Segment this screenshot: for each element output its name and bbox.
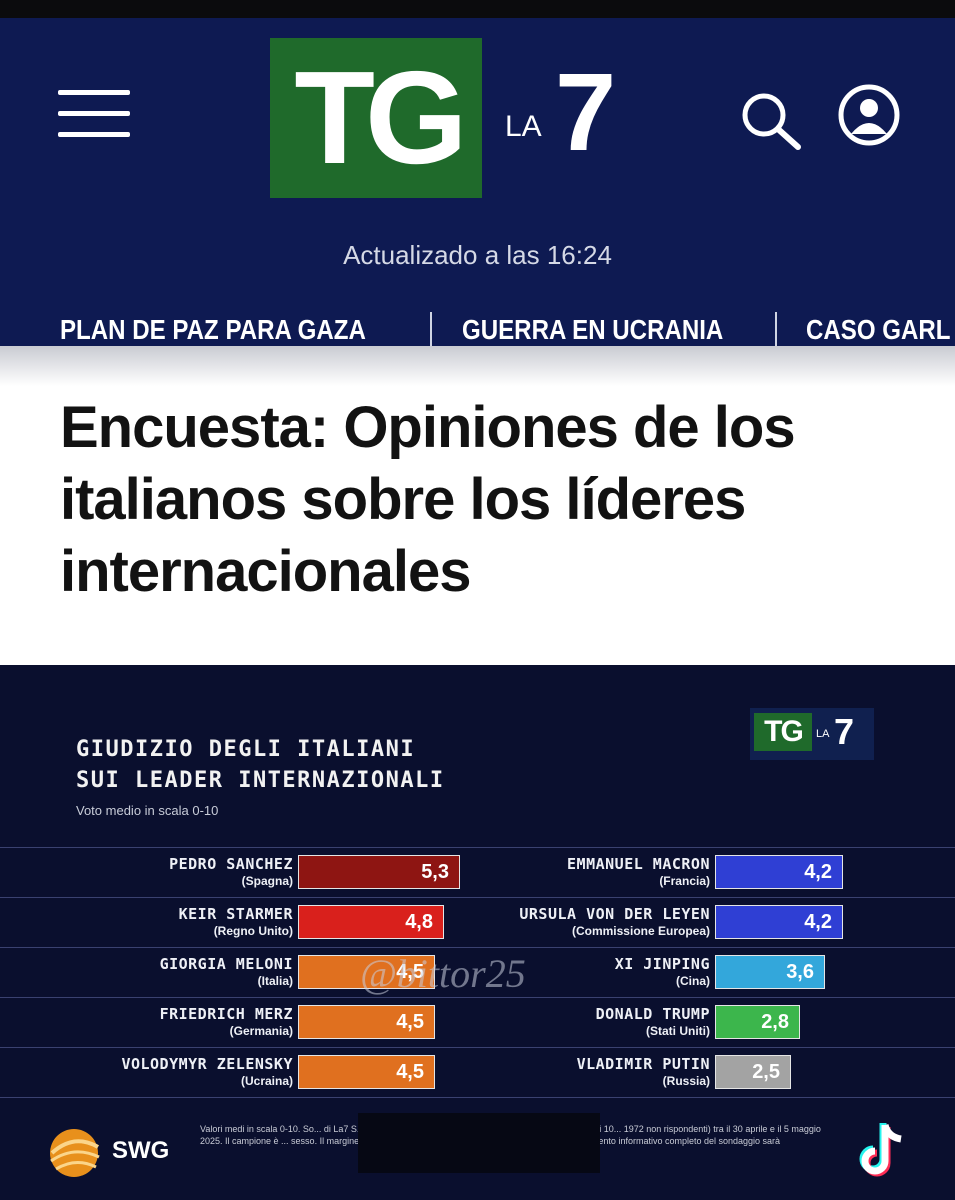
bar-value-donald-trump: 2,8 (761, 1011, 789, 1033)
bar-value-xi-jinping: 3,6 (786, 961, 814, 983)
header-shadow (0, 346, 955, 386)
tiktok-icon (859, 1123, 902, 1177)
leader-name-vladimir-putin: VLADIMIR PUTIN (576, 1055, 710, 1073)
watermark: @bittor25 (360, 951, 526, 996)
bar-xi-jinping: 3,6 (715, 955, 825, 989)
bar-donald-trump: 2,8 (715, 1005, 800, 1039)
topic-gaza[interactable]: PLAN DE PAZ PARA GAZA (60, 314, 366, 345)
leader-name-friedrich-merz: FRIEDRICH MERZ (159, 1005, 293, 1023)
row-divider (0, 1047, 955, 1048)
menu-icon-bar (58, 111, 130, 116)
bar-friedrich-merz: 4,5 (298, 1005, 435, 1039)
user-icon (838, 84, 900, 146)
leader-country-vladimir-putin: (Russia) (662, 1074, 710, 1088)
mini-logo-la: LA (816, 728, 830, 740)
topic-nav: PLAN DE PAZ PARA GAZA GUERRA EN UCRANIA … (0, 308, 955, 352)
swg-globe-icon (50, 1129, 100, 1177)
leader-country-keir-starmer: (Regno Unito) (213, 924, 293, 938)
bar-value-volodymyr-zelensky: 4,5 (396, 1061, 424, 1083)
chart-subtitle: Voto medio in scala 0-10 (76, 803, 219, 818)
row-divider (0, 897, 955, 898)
leader-country-volodymyr-zelensky: (Ucraina) (240, 1074, 293, 1088)
row-divider (0, 997, 955, 998)
leader-name-donald-trump: DONALD TRUMP (595, 1005, 710, 1023)
menu-button[interactable] (58, 90, 130, 138)
topic-ucrania[interactable]: GUERRA EN UCRANIA (462, 314, 724, 345)
bar-emmanuel-macron: 4,2 (715, 855, 843, 889)
leader-country-emmanuel-macron: (Francia) (659, 874, 710, 888)
bar-ursula-von-der-leyen: 4,2 (715, 905, 843, 939)
chart-title-line2: SUI LEADER INTERNAZIONALI (76, 768, 445, 793)
updated-time: Actualizado a las 16:24 (343, 240, 612, 270)
leader-country-ursula-von-der-leyen: (Commissione Europea) (571, 924, 710, 938)
leader-name-giorgia-meloni: GIORGIA MELONI (159, 955, 293, 973)
tg-la7-mini-logo: TG LA 7 (750, 708, 874, 760)
logo-la-text: LA (505, 110, 542, 143)
swg-source-label: SWG (112, 1137, 170, 1164)
leader-country-giorgia-meloni: (Italia) (257, 974, 293, 988)
leader-country-donald-trump: (Stati Uniti) (646, 1024, 710, 1038)
leader-name-keir-starmer: KEIR STARMER (178, 905, 293, 923)
bar-keir-starmer: 4,8 (298, 905, 444, 939)
bar-pedro-sanchez: 5,3 (298, 855, 460, 889)
logo-seven-text: 7 (555, 51, 617, 174)
leader-country-xi-jinping: (Cina) (676, 974, 710, 988)
mini-logo-seven: 7 (834, 711, 855, 752)
leader-country-friedrich-merz: (Germania) (229, 1024, 293, 1038)
menu-icon-bar (58, 132, 130, 137)
top-strip (0, 0, 955, 18)
topic-divider (775, 312, 777, 348)
redaction-block (358, 1113, 600, 1173)
search-icon (742, 93, 801, 150)
poll-infographic: GIUDIZIO DEGLI ITALIANI SUI LEADER INTER… (0, 665, 955, 1200)
site-header: TG LA 7 Actualizado a las 16:24 PLAN DE … (0, 18, 955, 348)
bar-value-friedrich-merz: 4,5 (396, 1011, 424, 1033)
bar-value-ursula-von-der-leyen: 4,2 (804, 911, 832, 933)
article-title: Encuesta: Opiniones de los italianos sob… (60, 395, 796, 604)
menu-icon (58, 90, 130, 95)
bar-value-giorgia-meloni: 4,5 (396, 961, 424, 983)
bar-value-emmanuel-macron: 4,2 (804, 861, 832, 883)
bar-volodymyr-zelensky: 4,5 (298, 1055, 435, 1089)
bar-value-vladimir-putin: 2,5 (752, 1061, 780, 1083)
bar-value-pedro-sanchez: 5,3 (421, 861, 449, 883)
bar-value-keir-starmer: 4,8 (405, 911, 433, 933)
profile-button[interactable] (836, 82, 902, 148)
topic-caso[interactable]: CASO GARL (806, 314, 951, 345)
bar-vladimir-putin: 2,5 (715, 1055, 791, 1089)
leader-name-xi-jinping: XI JINPING (614, 955, 710, 973)
leader-name-ursula-von-der-leyen: URSULA VON DER LEYEN (519, 905, 710, 923)
search-button[interactable] (738, 90, 804, 150)
topic-divider (430, 312, 432, 348)
leader-country-pedro-sanchez: (Spagna) (241, 874, 293, 888)
swg-logo (42, 1123, 192, 1183)
row-divider (0, 1097, 955, 1098)
tiktok-logo (855, 1117, 915, 1183)
row-divider (0, 947, 955, 948)
chart-title-line1: GIUDIZIO DEGLI ITALIANI (76, 737, 416, 762)
tg-la7-logo[interactable]: TG (270, 38, 482, 198)
logo-tg-text: TG (294, 44, 467, 191)
leader-name-emmanuel-macron: EMMANUEL MACRON (567, 855, 710, 873)
mini-logo-tg: TG (754, 713, 812, 751)
bar-giorgia-meloni: 4,5 (298, 955, 435, 989)
row-divider (0, 847, 955, 848)
leader-name-volodymyr-zelensky: VOLODYMYR ZELENSKY (121, 1055, 293, 1073)
leader-name-pedro-sanchez: PEDRO SANCHEZ (169, 855, 293, 873)
